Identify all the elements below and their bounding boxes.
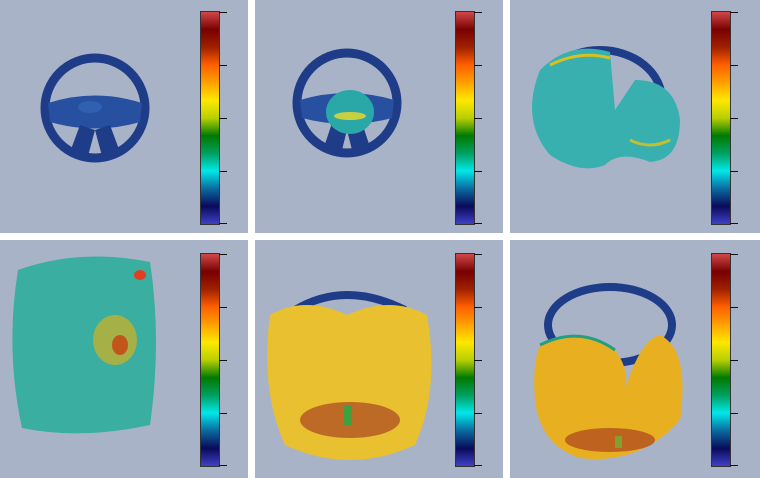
colorbar (200, 253, 227, 467)
colorbar-tick (219, 254, 227, 255)
colorbar-tick (474, 465, 482, 466)
colorbar-tick (730, 171, 738, 172)
steering-wheel-render (292, 48, 402, 158)
panel-3 (510, 0, 760, 233)
colorbar-tick (219, 307, 227, 308)
colorbar-tick (730, 465, 738, 466)
colorbar-tick (730, 65, 738, 66)
colorbar-tick (474, 171, 482, 172)
colorbar-tick (730, 118, 738, 119)
airbag (534, 335, 683, 459)
colorbar-tick (219, 118, 227, 119)
colorbar-tick (474, 254, 482, 255)
colorbar-tick (730, 360, 738, 361)
colorbar-tick (730, 254, 738, 255)
airbag-render (534, 283, 683, 459)
colorbar-tick (474, 413, 482, 414)
colorbar-tick (730, 307, 738, 308)
colorbar-tick (474, 65, 482, 66)
colorbar-tick (730, 413, 738, 414)
colorbar-tick (730, 12, 738, 13)
steering-wheel (40, 53, 150, 163)
colorbar-tick (219, 65, 227, 66)
colorbar-tick (474, 307, 482, 308)
airbag-render (267, 291, 432, 460)
colorbar-tick (474, 12, 482, 13)
steering-wheel-render (40, 53, 150, 163)
logo-patch (344, 405, 352, 425)
colorbar-tick (219, 360, 227, 361)
colorbar (455, 253, 482, 467)
colorbar (200, 11, 227, 225)
airbag (12, 256, 156, 434)
colorbar-tick (730, 223, 738, 224)
panel-5 (255, 240, 503, 478)
panel-2 (255, 0, 503, 233)
airbag-render (532, 46, 680, 169)
colorbar-tick (474, 223, 482, 224)
panel-1 (0, 0, 248, 233)
colorbar (711, 253, 738, 467)
colorbar-tick (219, 171, 227, 172)
airbag-render (12, 256, 156, 434)
colorbar-tick (474, 360, 482, 361)
colorbar-tick (474, 118, 482, 119)
colorbar (711, 11, 738, 225)
colorbar-tick (219, 465, 227, 466)
colorbar (455, 11, 482, 225)
colorbar-tick (219, 413, 227, 414)
airbag (532, 48, 680, 169)
panel-6 (510, 240, 760, 478)
panel-4 (0, 240, 248, 478)
colorbar-tick (219, 12, 227, 13)
colorbar-tick (219, 223, 227, 224)
